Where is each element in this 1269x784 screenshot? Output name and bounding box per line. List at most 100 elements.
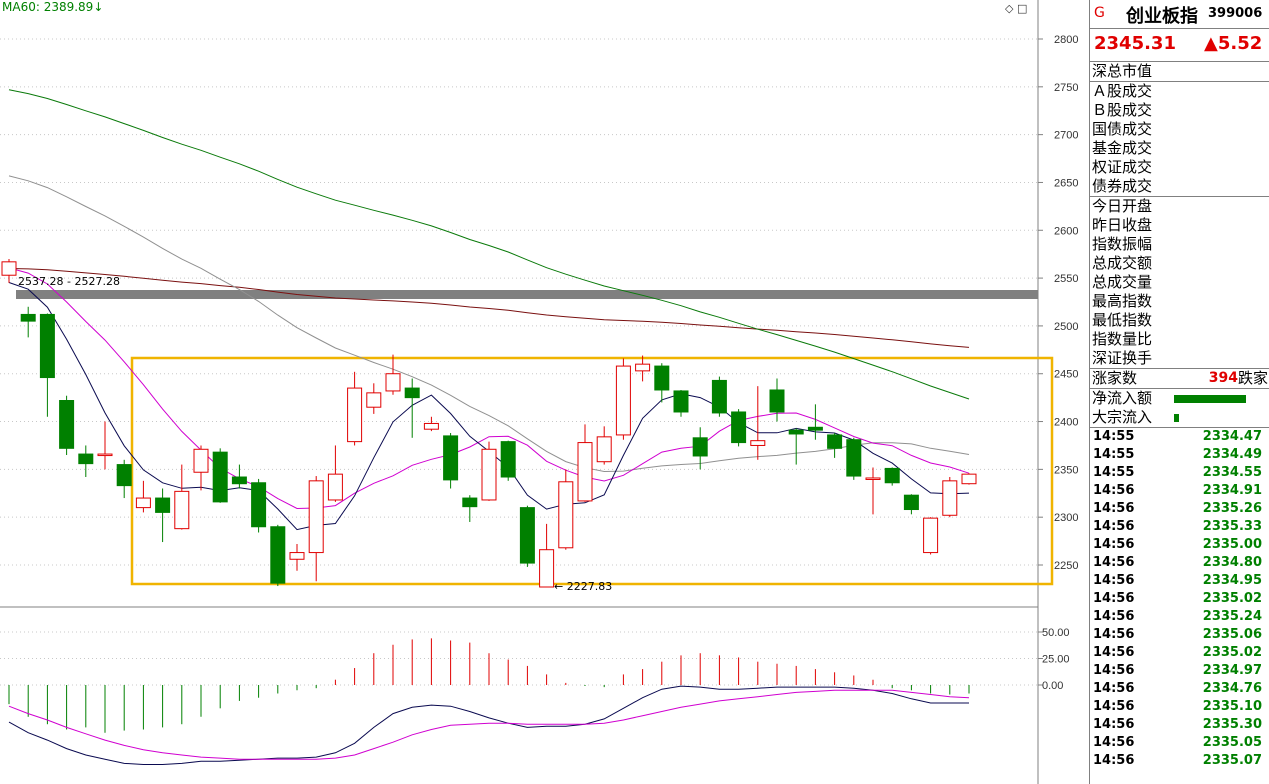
stat-item: 最高指数 — [1092, 292, 1153, 310]
tick-row: 14:55 2334.47 — [1090, 428, 1269, 446]
candle-body — [193, 448, 209, 473]
tick-time: 14:56 — [1093, 609, 1135, 624]
tick-price: 2334.91 — [1202, 483, 1262, 498]
stat-item: 指数量比 — [1092, 330, 1153, 348]
tick-time: 14:56 — [1093, 681, 1135, 696]
fall-label: 跌家 — [1237, 369, 1268, 387]
candle-body — [961, 473, 977, 485]
price-row: 2345.31 ▲5.52 — [1090, 29, 1269, 62]
tick-time: 14:56 — [1093, 555, 1135, 570]
stat-item: 深证换手 — [1092, 349, 1153, 367]
flow1-label: 净流入额 — [1092, 389, 1153, 407]
tick-time: 14:56 — [1093, 753, 1135, 768]
tick-price: 2335.02 — [1202, 591, 1262, 606]
tick-time: 14:56 — [1093, 735, 1135, 750]
candle-body — [116, 464, 132, 487]
candle-body — [78, 453, 94, 465]
candle-body — [692, 437, 708, 457]
tick-list[interactable]: 14:55 2334.47 14:55 2334.49 14:55 2334.55 14:5… — [1090, 428, 1269, 770]
candle-body — [635, 363, 651, 372]
macd-axis-label: 0.00 — [1042, 680, 1063, 692]
rise-value: 394 — [1208, 370, 1238, 386]
candle-body — [942, 480, 958, 516]
tick-time: 14:56 — [1093, 699, 1135, 714]
flow2-label: 大宗流入 — [1092, 408, 1153, 426]
price-change: ▲5.52 — [1204, 33, 1263, 54]
price-axis-label: 2300 — [1054, 512, 1078, 524]
tick-row: 14:55 2334.49 — [1090, 446, 1269, 464]
candle-body — [884, 467, 900, 484]
candle-body — [462, 497, 478, 508]
ma60-label: MA60: 2389.89↓ — [2, 0, 104, 14]
tick-time: 14:56 — [1093, 591, 1135, 606]
candle-body — [347, 387, 363, 443]
stat-item: 指数振幅 — [1092, 235, 1153, 253]
candle-body — [1, 261, 17, 276]
candle-body — [577, 442, 593, 502]
candle-body — [481, 448, 497, 501]
support-band — [16, 290, 1038, 299]
flow2-bar — [1174, 414, 1179, 422]
candle-body — [865, 477, 881, 480]
candle-body — [404, 387, 420, 399]
candle-body — [251, 482, 267, 528]
price-axis-label: 2650 — [1054, 177, 1078, 189]
candle-body — [135, 497, 151, 509]
macd-axis-label: 25.00 — [1042, 654, 1070, 666]
kline-chart-area[interactable]: 2800 2750 2700 2650 2600 2550 2500 2450 2400 2350… — [0, 0, 1088, 784]
candle-body — [731, 411, 747, 444]
tick-price: 2335.05 — [1202, 735, 1262, 750]
candle-body — [443, 435, 459, 481]
price-axis-label: 2450 — [1054, 369, 1078, 381]
candle-body — [366, 392, 382, 408]
consolidation-box — [130, 356, 1054, 586]
candle-body — [750, 440, 766, 446]
tick-price: 2335.07 — [1202, 753, 1262, 768]
tick-price: 2334.55 — [1202, 465, 1262, 480]
tick-row: 14:56 2334.80 — [1090, 554, 1269, 572]
kline-svg[interactable]: 2800 2750 2700 2650 2600 2550 2500 2450 2400 2350… — [0, 0, 1088, 784]
tick-time: 14:56 — [1093, 573, 1135, 588]
tick-time: 14:55 — [1093, 465, 1135, 480]
candle-body — [788, 429, 804, 435]
tick-time: 14:56 — [1093, 663, 1135, 678]
volume-item: 基金成交 — [1092, 139, 1153, 157]
panel-header: G 创业板指 399006 — [1090, 0, 1269, 29]
index-code: 399006 — [1208, 6, 1263, 21]
tick-price: 2335.26 — [1202, 501, 1262, 516]
candle-body — [20, 313, 36, 322]
candle-body — [654, 365, 670, 391]
macd-dif-line — [8, 685, 969, 765]
current-price: 2345.31 — [1094, 33, 1176, 54]
stat-item: 最低指数 — [1092, 311, 1153, 329]
price-axis-label: 2250 — [1054, 560, 1078, 572]
tick-time: 14:56 — [1093, 501, 1135, 516]
tick-row: 14:56 2335.02 — [1090, 590, 1269, 608]
rise-row: 涨家数 394 跌家 — [1092, 369, 1268, 388]
candle-body — [923, 517, 939, 554]
tick-time: 14:56 — [1093, 537, 1135, 552]
volume-item: 国债成交 — [1092, 120, 1153, 138]
tick-row: 14:56 2335.26 — [1090, 500, 1269, 518]
tick-price: 2335.00 — [1202, 537, 1262, 552]
tick-price: 2335.10 — [1202, 699, 1262, 714]
chart-mode-icons[interactable]: ◇ □ — [1005, 2, 1028, 15]
candle-body — [558, 481, 574, 549]
volume-item: Ｂ股成交 — [1092, 101, 1153, 119]
candle-body — [231, 476, 247, 485]
candle-body — [155, 497, 171, 513]
volume-item: 权证成交 — [1092, 158, 1153, 176]
tick-price: 2335.06 — [1202, 627, 1262, 642]
candle-body — [59, 400, 75, 449]
index-name: 创业板指 — [1126, 6, 1198, 27]
section-breadth: 涨家数 394 跌家 — [1090, 369, 1269, 389]
tick-row: 14:56 2334.91 — [1090, 482, 1269, 500]
candle-body — [174, 490, 190, 530]
candle-body — [97, 453, 113, 457]
price-axis-label: 2600 — [1054, 225, 1078, 237]
price-axis-label: 2800 — [1054, 34, 1078, 46]
tick-time: 14:56 — [1093, 519, 1135, 534]
g-icon[interactable]: G — [1094, 5, 1105, 21]
section-flow: 净流入额 大宗流入 — [1090, 389, 1269, 428]
market-value-item: 深总市值 — [1092, 62, 1153, 80]
